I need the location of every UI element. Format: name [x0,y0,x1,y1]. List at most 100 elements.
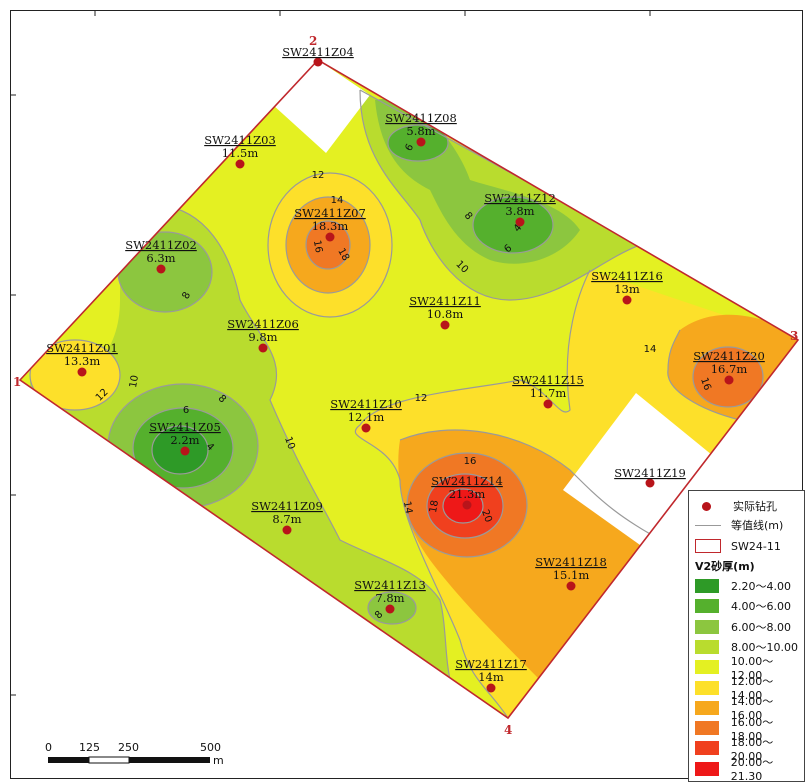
borehole-thickness-label: 14m [478,670,504,684]
scale-tick-label: 250 [118,741,139,754]
borehole-id-label: SW2411Z02 [125,238,197,252]
corner-labels: 1 2 3 4 [13,34,798,737]
borehole-point-icon [282,525,292,535]
borehole-point-icon [566,581,576,591]
scale-tick-label: 500 [200,741,221,754]
borehole-thickness-label: 13m [614,282,640,296]
legend-row-borehole: 实际钻孔 [695,497,777,515]
borehole-id-label: SW2411Z09 [251,499,323,513]
corner-label-3: 3 [790,329,798,343]
borehole-point-icon [440,320,450,330]
contour-label: 18 [428,499,441,513]
borehole-thickness-label: 2.2m [170,433,199,447]
borehole-point-icon [385,604,395,614]
scale-tick-label: 0 [45,741,52,754]
borehole-id-label: SW2411Z14 [431,474,503,488]
borehole-point-icon [702,501,711,511]
legend: 实际钻孔 等值线(m) SW24-11 V2砂厚(m) 2.20～4.00 4.0… [688,490,805,783]
borehole-id-label: SW2411Z15 [512,373,584,387]
borehole-thickness-label: 12.1m [348,410,385,424]
legend-borehole-label: 实际钻孔 [733,500,777,513]
legend-swatch [695,660,719,675]
legend-row-area: SW24-11 [695,537,781,555]
contour-label: 14 [644,344,657,355]
borehole-id-label: SW2411Z01 [46,341,118,355]
contour-label: 4 [512,222,525,234]
borehole-SW2411Z19: SW2411Z19 [614,466,686,488]
borehole-point-icon [645,478,655,488]
contour-label: 14 [401,500,414,514]
legend-class-row: 8.00～10.00 [695,638,798,656]
legend-class-row: 2.20～4.00 [695,577,791,595]
borehole-point-icon [313,57,323,67]
contour-label: 6 [403,142,416,153]
scale-unit: m [213,754,224,767]
borehole-thickness-label: 16.7m [711,362,748,376]
borehole-id-label: SW2411Z20 [693,349,765,363]
contour-label: 20 [479,508,494,524]
borehole-point-icon [77,367,87,377]
contour-label: 8 [462,210,475,222]
corner-label-4: 4 [504,723,512,737]
borehole-point-icon [156,264,166,274]
borehole-layer: SW2411Z04SW2411Z085.8mSW2411Z0311.5mSW24… [46,45,765,693]
borehole-id-label: SW2411Z04 [282,45,354,59]
borehole-point-icon [724,375,734,385]
legend-class-row: 10.00～12.00 [695,655,804,682]
borehole-id-label: SW2411Z07 [294,206,366,220]
zone-z02-6-8 [118,232,212,312]
borehole-point-icon [416,137,426,147]
legend-swatch [695,721,719,736]
borehole-thickness-label: 18.3m [312,219,349,233]
legend-swatch [695,741,719,756]
borehole-thickness-label: 11.7m [530,386,567,400]
zone-z01-12-14 [30,340,120,410]
contour-label: 14 [331,195,344,206]
legend-class-label: 4.00～6.00 [731,600,791,614]
borehole-id-label: SW2411Z17 [455,657,527,671]
legend-class-label: 12.00～14.00 [730,675,774,702]
borehole-thickness-label: 10.8m [427,307,464,321]
borehole-id-label: SW2411Z18 [535,555,607,569]
corner-label-1: 1 [13,375,21,389]
borehole-id-label: SW2411Z13 [354,578,426,592]
borehole-point-icon [258,343,268,353]
zone-z12-4-6 [473,197,553,253]
borehole-thickness-label: 21.3m [449,487,486,501]
legend-swatch [695,619,719,634]
scale-segment [129,757,210,763]
scale-segment [48,757,89,763]
legend-class-row: 20.00～21.30 [695,756,804,783]
borehole-id-label: SW2411Z12 [484,191,556,205]
borehole-point-icon [462,500,472,510]
legend-class-label: 10.00～12.00 [730,654,774,682]
borehole-thickness-label: 9.8m [248,330,277,344]
contour-label: 16 [464,456,477,467]
borehole-id-label: SW2411Z06 [227,317,299,331]
borehole-point-icon [325,232,335,242]
borehole-id-label: SW2411Z08 [385,111,457,125]
legend-class-row: 6.00～8.00 [695,618,791,636]
borehole-point-icon [361,423,371,433]
legend-swatch [695,579,719,593]
contour-label: 10 [282,435,297,451]
zone-z07-16-18 [306,221,350,269]
legend-class-label: 16.00～18.00 [730,715,774,743]
borehole-thickness-label: 6.3m [146,251,175,265]
legend-class-label: 14.00～16.00 [730,695,774,723]
legend-swatch [695,761,719,776]
legend-class-label: 20.00～21.30 [730,756,774,783]
borehole-point-icon [235,159,245,169]
contour-label: 6 [183,405,189,416]
thickness-zones [20,60,798,718]
